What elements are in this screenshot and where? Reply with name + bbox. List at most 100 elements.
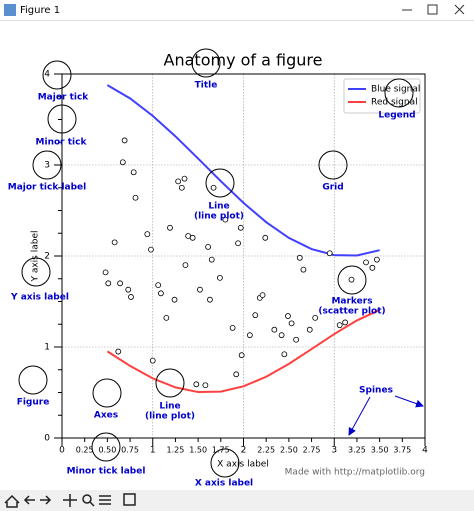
scatter-marker (342, 319, 349, 326)
scatter-marker (288, 320, 295, 327)
x-tick-label: 0.50 (98, 446, 116, 455)
x-tick-label: 0.75 (121, 446, 139, 455)
annotation-label: Spines (359, 386, 393, 396)
scatter-marker (197, 286, 203, 293)
scatter-marker (208, 256, 215, 263)
x-tick-label: 2 (241, 446, 247, 456)
back-button[interactable] (23, 495, 35, 505)
scatter-marker (205, 243, 212, 250)
x-tick-label: 3 (331, 446, 337, 456)
annotation-circle (205, 168, 235, 198)
scatter-marker (117, 280, 123, 287)
close-button[interactable] (454, 4, 465, 15)
save-button[interactable] (123, 493, 136, 506)
annotation-label: Legend (378, 111, 415, 121)
scatter-marker (148, 246, 154, 253)
scatter-marker (105, 280, 112, 287)
configure-button[interactable] (99, 495, 111, 505)
scatter-marker (207, 296, 213, 303)
annotation-circle (191, 48, 221, 78)
scatter-marker (193, 381, 200, 388)
scatter-marker (222, 216, 229, 223)
x-tick-label: 1.50 (189, 446, 207, 455)
pan-button[interactable] (63, 494, 77, 507)
signal-line (106, 84, 380, 257)
scatter-marker (202, 382, 209, 389)
chart-title: Anatomy of a figure (164, 51, 323, 70)
scatter-marker (336, 322, 343, 329)
scatter-marker (374, 256, 380, 263)
scatter-marker (278, 332, 285, 339)
annotation-circle (47, 104, 77, 134)
legend-label: Blue signal (371, 85, 420, 95)
scatter-marker (229, 324, 236, 331)
annotation-label: Markers (331, 297, 372, 307)
scatter-marker (158, 290, 164, 297)
annotation-circle (318, 150, 348, 180)
scatter-marker (293, 336, 300, 343)
y-axis-label: Y axis label (31, 230, 41, 282)
annotation-label: Grid (322, 183, 343, 193)
scatter-marker (252, 312, 259, 319)
annotation-label: Line (159, 402, 180, 412)
scatter-marker (125, 286, 132, 293)
annotation-circle (18, 365, 48, 395)
annotation-label: Major tick label (8, 183, 87, 193)
maximize-button[interactable] (427, 4, 438, 15)
signal-line (106, 309, 381, 394)
x-tick-label: 1 (150, 446, 156, 456)
scatter-marker (246, 332, 253, 339)
scatter-marker (237, 224, 244, 231)
annotation-circle (32, 150, 62, 180)
y-tick-label: 1 (44, 343, 50, 353)
scatter-marker (102, 269, 109, 276)
home-button[interactable] (4, 494, 20, 508)
x-tick-label: 3.75 (393, 446, 411, 455)
toolbar (0, 490, 474, 511)
annotation-arrow (348, 396, 371, 436)
scatter-marker (281, 351, 288, 358)
forward-button[interactable] (40, 495, 52, 505)
x-tick-label: 0.25 (76, 446, 94, 455)
scatter-marker (300, 266, 307, 273)
scatter-marker (181, 175, 188, 182)
footer-credit: Made with http://matplotlib.org (285, 468, 425, 478)
scatter-marker (149, 357, 156, 364)
scatter-marker (233, 371, 240, 378)
scatter-marker (238, 352, 245, 359)
y-tick-label: 4 (44, 70, 50, 80)
scatter-marker (144, 231, 151, 238)
annotation-label: Axes (94, 411, 118, 421)
annotation-circle (210, 448, 240, 478)
annotation-circle (92, 378, 122, 408)
annotation-circle (42, 60, 72, 90)
x-tick-label: 0 (59, 446, 65, 456)
y-tick-label: 3 (44, 161, 50, 171)
scatter-marker (262, 234, 269, 241)
legend-box (343, 78, 421, 114)
annotation-label: (line plot) (194, 212, 244, 222)
annotation-label: Figure (17, 398, 50, 408)
title-bar (0, 0, 474, 20)
annotation-circle (155, 368, 185, 398)
scatter-marker (271, 326, 278, 333)
annotation-circle (384, 78, 414, 108)
scatter-marker (182, 262, 189, 269)
scatter-marker (348, 276, 355, 283)
scatter-marker (217, 274, 223, 281)
scatter-marker (128, 294, 134, 300)
annotation-label: (line plot) (145, 412, 195, 422)
scatter-marker (121, 137, 128, 144)
annotation-label: (scatter plot) (318, 307, 385, 317)
annotation-circle (91, 432, 121, 462)
window-title: Figure 1 (20, 5, 60, 16)
scatter-marker (285, 313, 291, 319)
scatter-marker (326, 250, 333, 257)
scatter-marker (189, 234, 196, 241)
scatter-marker (363, 259, 369, 266)
scatter-marker (111, 239, 118, 246)
scatter-marker (178, 184, 185, 191)
scatter-marker (163, 314, 170, 321)
zoom-button[interactable] (82, 494, 95, 507)
scatter-marker (171, 296, 178, 303)
